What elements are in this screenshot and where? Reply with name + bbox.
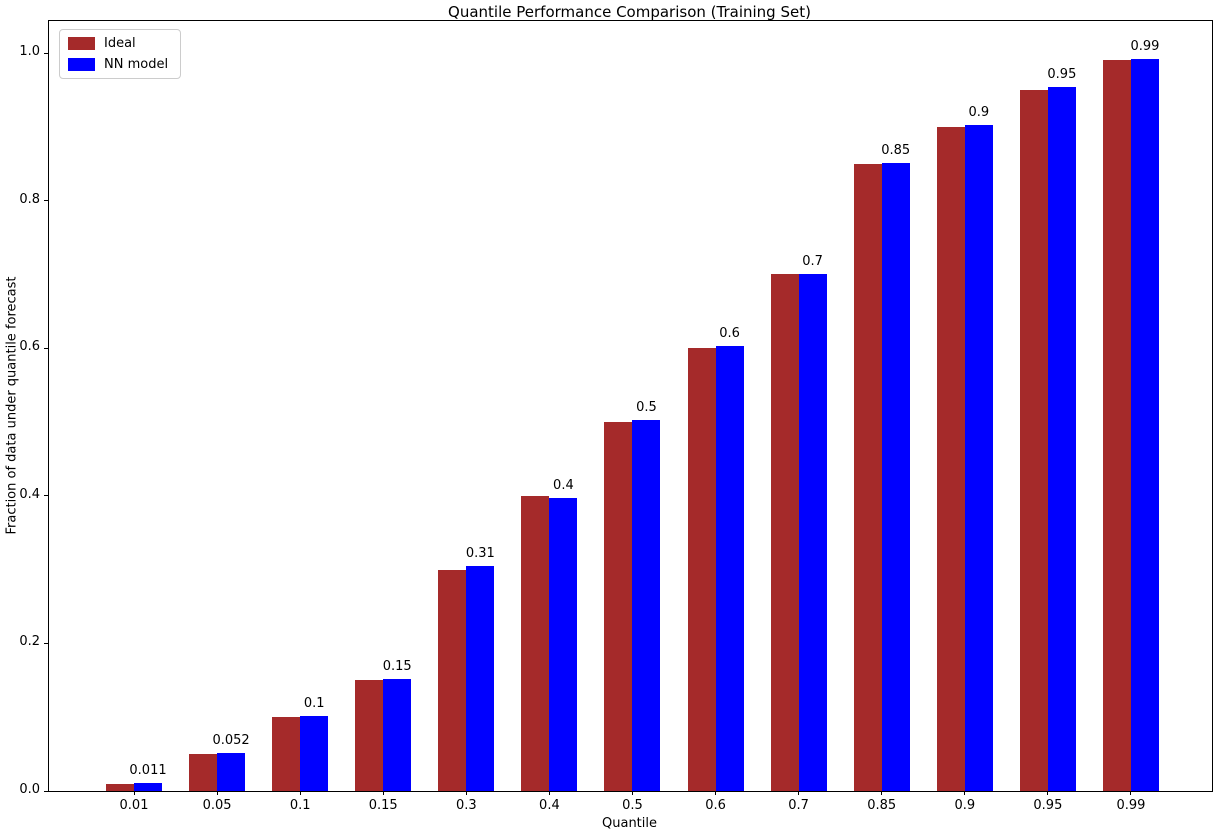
x-tick-label: 0.85 — [867, 798, 897, 813]
bar-ideal — [355, 680, 384, 791]
bar-nn-model — [383, 678, 412, 791]
y-tick-mark — [44, 495, 48, 497]
bar-value-label: 0.15 — [382, 658, 412, 674]
bar-value-label: 0.7 — [802, 254, 823, 270]
y-tick-label: 0.2 — [19, 634, 40, 650]
bar-nn-model — [964, 125, 993, 791]
bar-ideal — [687, 348, 716, 791]
x-tick-label: 0.9 — [954, 798, 976, 813]
x-axis-label: Quantile — [602, 816, 657, 831]
x-tick-mark — [216, 791, 218, 795]
bar-nn-model — [300, 715, 329, 791]
x-tick-mark — [1130, 791, 1132, 795]
legend-item: NN model — [68, 57, 168, 72]
bar-ideal — [521, 495, 550, 791]
x-tick-mark — [631, 791, 633, 795]
legend-swatch-icon — [68, 58, 95, 71]
y-axis-label: Fraction of data under quantile forecast — [4, 276, 20, 535]
bar-value-label: 0.99 — [1130, 38, 1160, 54]
bar-value-label: 0.9 — [968, 105, 990, 121]
chart-title: Quantile Performance Comparison (Trainin… — [448, 3, 811, 21]
bar-value-label: 0.1 — [303, 695, 325, 711]
bar-ideal — [438, 569, 467, 791]
x-tick-label: 0.7 — [788, 798, 809, 813]
legend-label: NN model — [104, 57, 169, 72]
bar-ideal — [189, 754, 218, 791]
x-tick-label: 0.6 — [705, 798, 726, 813]
x-tick-label: 0.15 — [368, 798, 398, 813]
bar-value-label: 0.85 — [881, 142, 911, 158]
bar-value-label: 0.052 — [212, 732, 250, 748]
bar-nn-model — [549, 498, 578, 791]
x-tick-mark — [964, 791, 966, 795]
bar-nn-model — [881, 162, 910, 791]
bar-nn-model — [715, 346, 744, 791]
bar-nn-model — [134, 782, 162, 791]
y-tick-mark — [44, 642, 48, 644]
x-tick-label: 0.3 — [455, 798, 477, 813]
y-tick-label: 0.4 — [19, 486, 40, 502]
x-tick-label: 0.5 — [622, 798, 643, 813]
x-tick-label: 0.4 — [539, 798, 560, 813]
y-tick-label: 1.0 — [19, 44, 40, 59]
bar-ideal — [770, 274, 799, 791]
x-tick-mark — [465, 791, 467, 795]
x-tick-label: 0.99 — [1116, 798, 1146, 813]
bar-ideal — [604, 422, 633, 791]
y-tick-label: 0.0 — [19, 782, 40, 797]
bar-nn-model — [1047, 86, 1076, 791]
y-tick-mark — [44, 52, 48, 54]
x-tick-label: 0.95 — [1033, 798, 1063, 813]
bar-value-label: 0.6 — [719, 326, 740, 341]
y-tick-label: 0.8 — [19, 191, 40, 207]
x-tick-mark — [133, 791, 135, 795]
x-tick-mark — [1047, 791, 1049, 795]
y-tick-label: 0.6 — [19, 339, 40, 355]
y-tick-mark — [44, 790, 48, 792]
x-tick-label: 0.05 — [202, 798, 232, 813]
bar-value-label: 0.95 — [1047, 66, 1077, 82]
bar-ideal — [1019, 89, 1048, 791]
legend: Ideal NN model — [59, 29, 182, 79]
bar-value-label: 0.5 — [636, 399, 657, 415]
bar-ideal — [853, 163, 882, 791]
bar-nn-model — [466, 565, 495, 791]
x-tick-mark — [299, 791, 301, 795]
plot-area: Ideal NN model 0.0 0.2 0.4 0.6 0.8 1.0 0.01 0.01… — [19, 20, 1213, 813]
bar-nn-model — [217, 752, 246, 791]
y-tick-mark — [44, 200, 48, 202]
x-tick-label: 0.1 — [289, 798, 311, 813]
legend-item: Ideal — [68, 36, 168, 51]
bar-value-label: 0.011 — [129, 762, 167, 778]
legend-label: Ideal — [104, 36, 136, 51]
x-tick-mark — [798, 791, 800, 795]
x-tick-mark — [881, 791, 883, 795]
x-tick-label: 0.01 — [119, 798, 149, 813]
legend-swatch-icon — [68, 37, 95, 50]
bar-ideal — [272, 717, 301, 791]
y-tick-mark — [44, 347, 48, 349]
x-tick-mark — [715, 791, 717, 795]
bar-value-label: 0.4 — [553, 478, 574, 494]
bar-ideal — [106, 783, 134, 791]
bar-nn-model — [798, 274, 827, 791]
bar-nn-model — [1130, 58, 1159, 791]
bar-value-label: 0.31 — [465, 545, 495, 561]
bar-nn-model — [632, 419, 661, 791]
x-tick-mark — [382, 791, 384, 795]
bar-ideal — [1102, 60, 1131, 791]
x-tick-mark — [548, 791, 550, 795]
bar-ideal — [936, 126, 965, 791]
